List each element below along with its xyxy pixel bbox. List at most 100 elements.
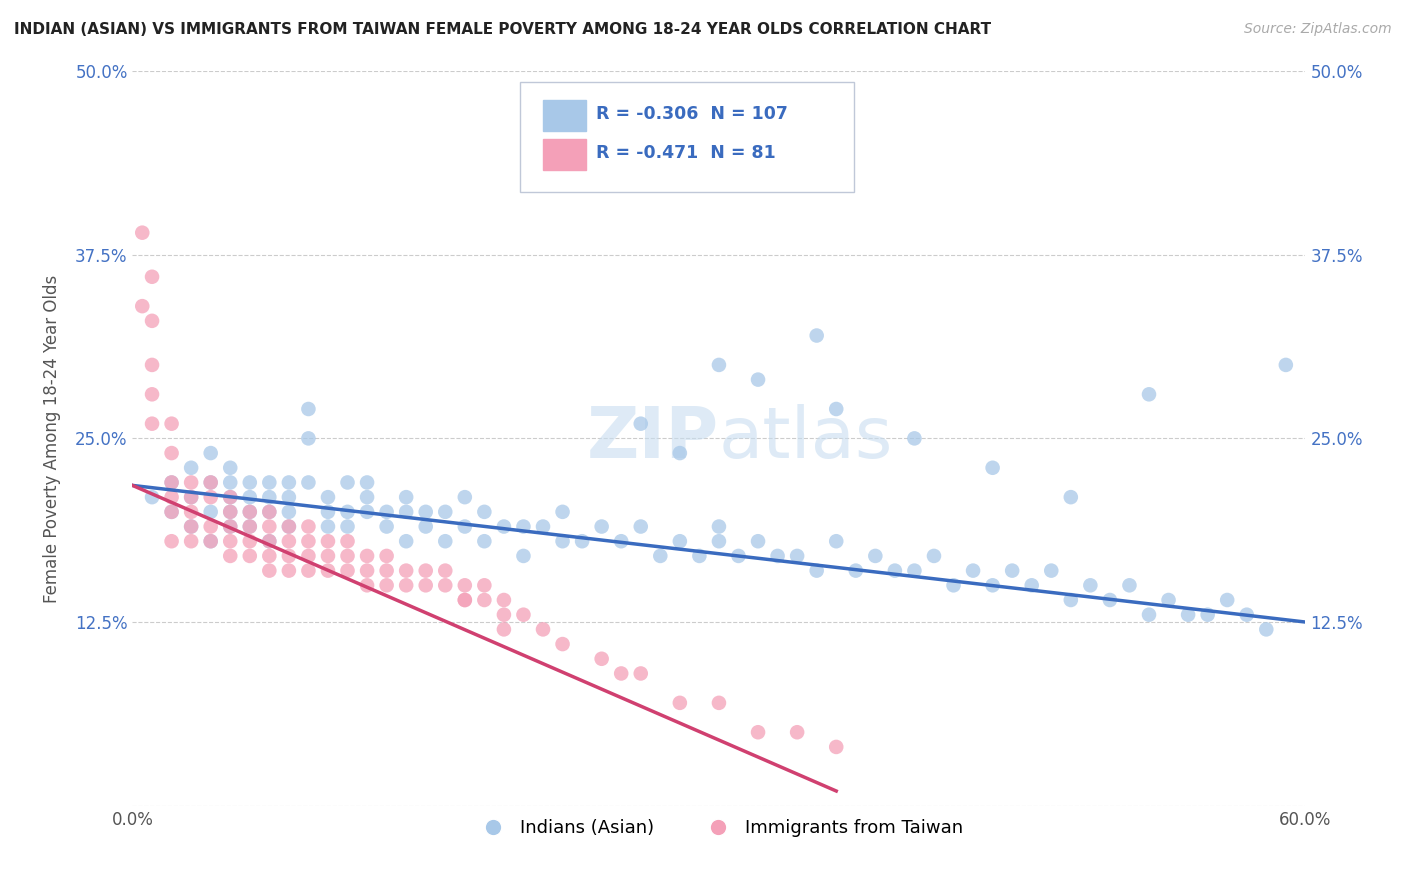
Point (259, 564, 281, 578)
Point (259, 490, 281, 504)
Point (297, 402, 319, 417)
Point (454, 490, 477, 504)
Y-axis label: Female Poverty Among 18-24 Year Olds: Female Poverty Among 18-24 Year Olds (44, 274, 60, 602)
Point (512, 549, 534, 563)
Point (356, 549, 378, 563)
Point (492, 593, 515, 607)
Point (277, 490, 299, 504)
Point (825, 534, 848, 549)
FancyBboxPatch shape (543, 101, 586, 131)
Point (512, 607, 534, 622)
Point (942, 578, 965, 592)
Point (219, 460, 242, 475)
Point (492, 607, 515, 622)
Point (395, 578, 418, 592)
Point (259, 505, 281, 519)
Point (883, 564, 905, 578)
Point (180, 534, 202, 549)
Point (200, 534, 222, 549)
Text: INDIAN (ASIAN) VS IMMIGRANTS FROM TAIWAN FEMALE POVERTY AMONG 18-24 YEAR OLDS CO: INDIAN (ASIAN) VS IMMIGRANTS FROM TAIWAN… (14, 22, 991, 37)
Point (707, 534, 730, 549)
Point (336, 519, 359, 533)
Point (434, 564, 457, 578)
Point (141, 417, 163, 431)
Point (297, 534, 319, 549)
Point (239, 549, 262, 563)
Point (219, 519, 242, 533)
Point (415, 505, 437, 519)
Point (650, 549, 672, 563)
Point (825, 402, 848, 417)
Point (277, 534, 299, 549)
Point (375, 519, 398, 533)
Point (492, 519, 515, 533)
Point (1060, 490, 1083, 504)
Point (981, 460, 1004, 475)
Point (277, 505, 299, 519)
Point (316, 549, 339, 563)
Point (239, 490, 262, 504)
Point (277, 519, 299, 533)
Point (297, 431, 319, 445)
Point (395, 505, 418, 519)
Point (239, 519, 262, 533)
FancyBboxPatch shape (520, 82, 853, 193)
Text: Source: ZipAtlas.com: Source: ZipAtlas.com (1244, 22, 1392, 37)
Point (141, 269, 163, 284)
Point (1001, 564, 1024, 578)
Point (747, 373, 769, 387)
Point (1197, 607, 1219, 622)
Text: R = -0.306  N = 107: R = -0.306 N = 107 (596, 105, 787, 123)
Point (415, 578, 437, 592)
Point (1216, 593, 1239, 607)
Point (1177, 607, 1199, 622)
Point (688, 549, 710, 563)
Point (395, 534, 418, 549)
Point (180, 460, 202, 475)
Point (375, 505, 398, 519)
Point (180, 519, 202, 533)
Point (845, 564, 868, 578)
Point (259, 549, 281, 563)
Point (336, 564, 359, 578)
Point (415, 564, 437, 578)
Point (434, 578, 457, 592)
Point (551, 505, 574, 519)
Point (160, 505, 183, 519)
Point (669, 446, 692, 460)
Point (160, 446, 183, 460)
Point (160, 475, 183, 490)
Point (219, 490, 242, 504)
Point (747, 534, 769, 549)
Point (131, 226, 153, 240)
Point (180, 490, 202, 504)
Point (316, 519, 339, 533)
Point (472, 578, 495, 592)
Point (727, 549, 749, 563)
Point (806, 328, 828, 343)
Point (200, 446, 222, 460)
Point (180, 505, 202, 519)
Point (454, 578, 477, 592)
Point (454, 593, 477, 607)
Point (551, 637, 574, 651)
Point (141, 490, 163, 504)
Point (219, 519, 242, 533)
Point (981, 578, 1004, 592)
Point (591, 519, 613, 533)
Point (630, 666, 652, 681)
Point (591, 652, 613, 666)
Point (806, 564, 828, 578)
Point (903, 431, 925, 445)
Point (1157, 593, 1180, 607)
Text: R = -0.471  N = 81: R = -0.471 N = 81 (596, 145, 776, 162)
Point (219, 490, 242, 504)
Point (200, 475, 222, 490)
Point (277, 519, 299, 533)
Point (277, 475, 299, 490)
Point (492, 623, 515, 637)
Point (356, 490, 378, 504)
Point (141, 387, 163, 401)
Point (141, 358, 163, 372)
Point (180, 490, 202, 504)
